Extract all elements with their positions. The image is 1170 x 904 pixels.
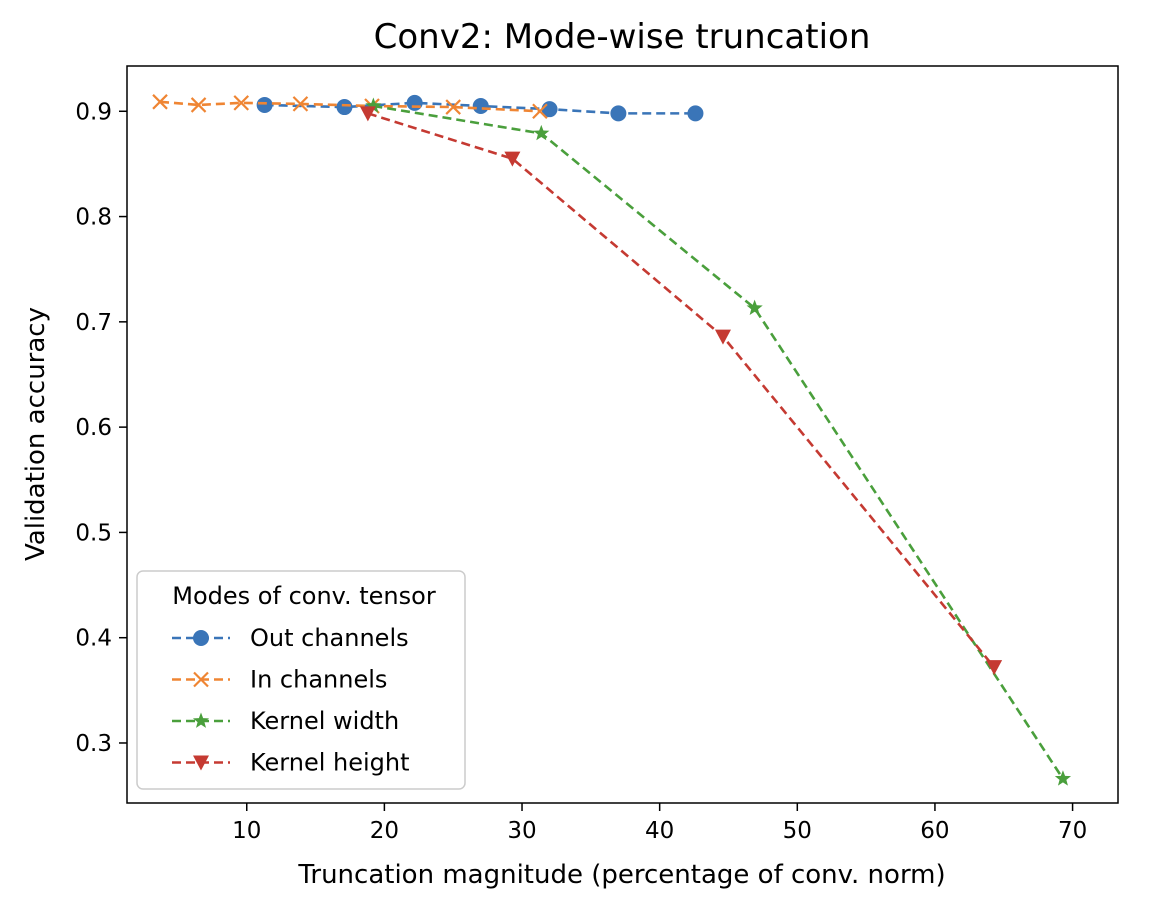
legend-marker-kernel-height xyxy=(193,755,209,771)
data-point-out-channels xyxy=(472,98,489,115)
data-point-out-channels xyxy=(406,94,423,111)
legend-entry-in-channels: In channels xyxy=(172,666,387,694)
data-point-in-channels xyxy=(152,94,168,110)
series-kernel-height xyxy=(359,106,1003,676)
legend-marker-kernel-width xyxy=(192,712,210,728)
x-axis-ticks: 10 20 30 40 50 60 70 xyxy=(232,803,1087,844)
series-line-kernel-width xyxy=(373,104,1065,780)
series-line-kernel-height xyxy=(367,112,996,669)
legend-label: Out channels xyxy=(250,624,409,652)
x-tick-label: 40 xyxy=(645,818,674,844)
data-point-kernel-width xyxy=(365,97,382,113)
legend-label: Kernel height xyxy=(250,749,410,777)
legend-title: Modes of conv. tensor xyxy=(172,582,436,610)
x-tick-label: 20 xyxy=(370,818,399,844)
plot-frame xyxy=(126,65,1119,804)
chart-marks xyxy=(152,94,1072,786)
legend-entry-kernel-height: Kernel height xyxy=(172,749,410,777)
data-point-in-channels xyxy=(190,97,207,113)
data-point-in-channels xyxy=(445,99,461,115)
data-point-kernel-width xyxy=(1054,770,1072,786)
legend-label: Kernel width xyxy=(250,707,399,735)
x-tick-label: 60 xyxy=(920,818,949,844)
data-point-kernel-height xyxy=(986,660,1003,676)
y-tick-label: 0.9 xyxy=(75,99,112,125)
x-tick-label: 70 xyxy=(1058,818,1087,844)
data-point-out-channels xyxy=(610,105,627,122)
y-tick-label: 0.4 xyxy=(75,626,112,652)
legend-marker-out-channels xyxy=(193,630,209,646)
y-tick-label: 0.7 xyxy=(75,310,112,336)
x-tick-label: 30 xyxy=(507,818,536,844)
data-point-kernel-width xyxy=(746,299,763,316)
data-point-out-channels xyxy=(687,105,704,122)
legend-box xyxy=(136,570,466,790)
legend-label: In channels xyxy=(250,666,387,694)
x-tick-label: 50 xyxy=(783,818,812,844)
data-point-kernel-height xyxy=(714,329,731,345)
y-tick-label: 0.3 xyxy=(75,731,112,757)
series-kernel-width xyxy=(365,97,1072,786)
y-axis-label: Validation accuracy xyxy=(21,307,51,561)
data-point-out-channels xyxy=(256,96,273,113)
y-tick-label: 0.5 xyxy=(75,520,112,546)
data-point-in-channels xyxy=(532,103,548,120)
legend-entry-kernel-width: Kernel width xyxy=(172,707,399,735)
legend-marker-in-channels xyxy=(193,671,209,688)
y-axis-ticks: 0.3 0.4 0.5 0.6 0.7 0.8 0.9 xyxy=(75,99,127,757)
chart-title: Conv2: Mode-wise truncation xyxy=(374,17,871,57)
legend: Modes of conv. tensor Out channels In cha… xyxy=(136,570,466,790)
data-point-in-channels xyxy=(292,96,309,112)
data-point-out-channels xyxy=(336,99,353,116)
x-tick-label: 10 xyxy=(232,818,261,844)
legend-entry-out-channels: Out channels xyxy=(172,624,409,652)
data-point-in-channels xyxy=(233,95,250,111)
x-axis-label: Truncation magnitude (percentage of conv… xyxy=(297,860,945,890)
data-point-kernel-width xyxy=(533,124,550,141)
y-tick-label: 0.6 xyxy=(75,415,112,441)
series-out-channels xyxy=(256,94,704,122)
y-tick-label: 0.8 xyxy=(75,205,112,231)
data-point-kernel-height xyxy=(504,151,521,167)
data-point-kernel-height xyxy=(359,106,376,122)
